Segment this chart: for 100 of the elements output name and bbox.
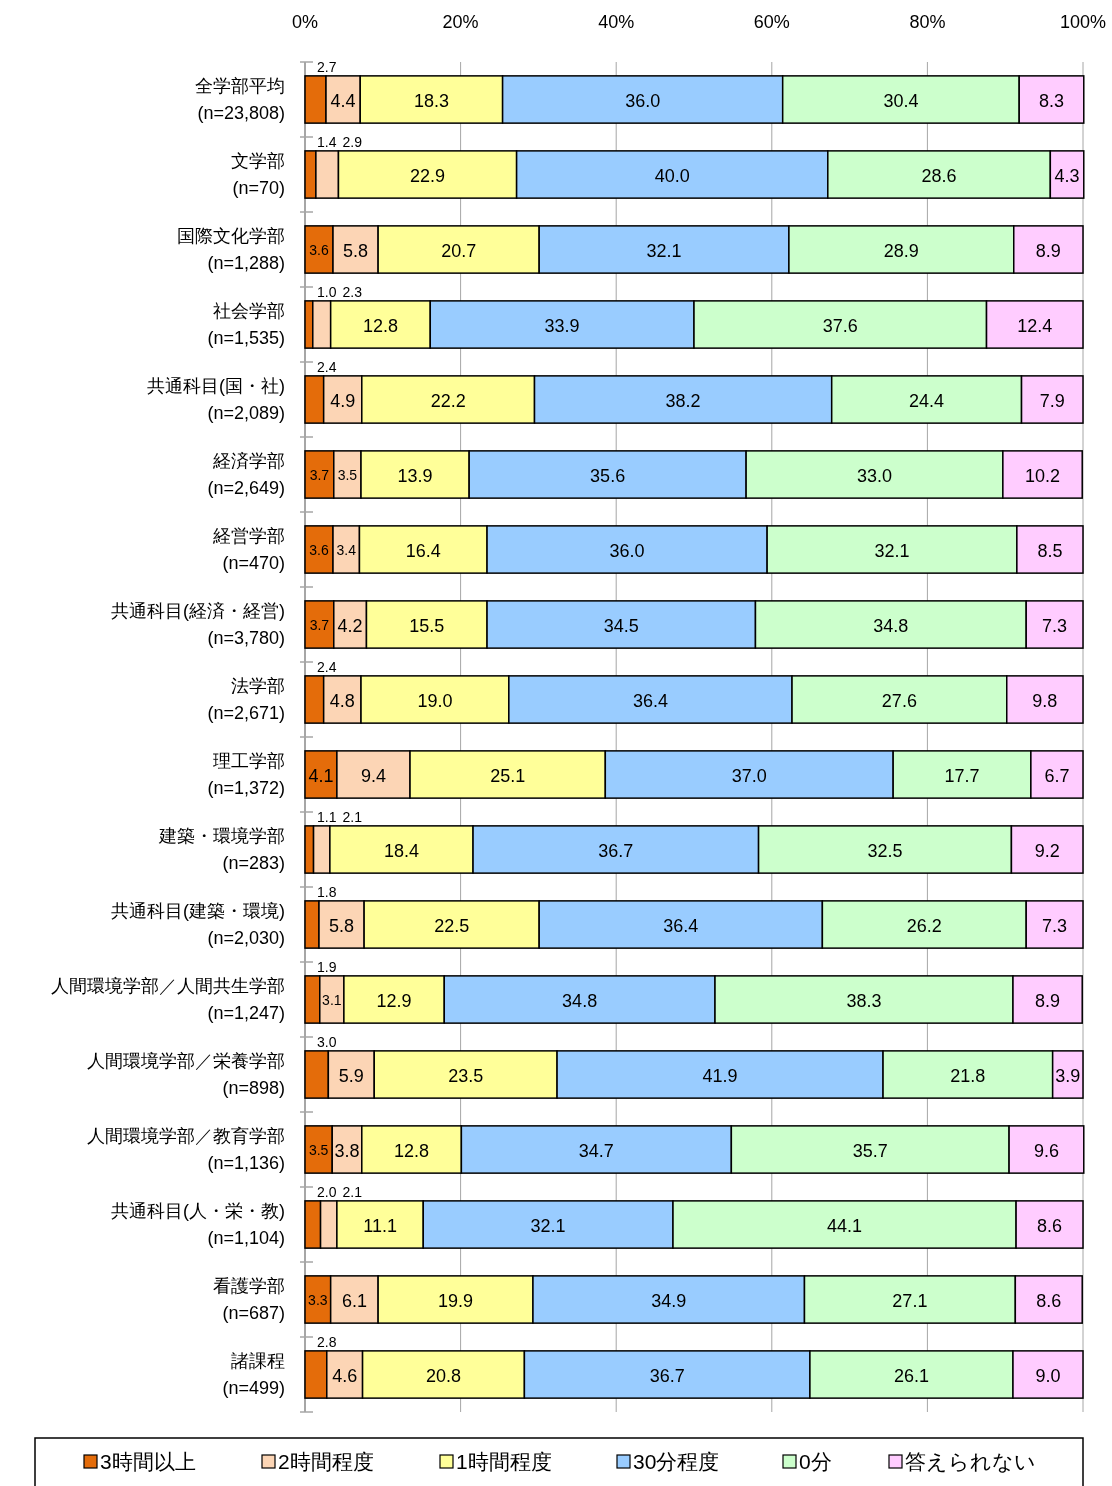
data-label: 7.3 <box>1042 915 1068 936</box>
data-label: 1.8 <box>317 883 337 900</box>
data-label: 34.8 <box>873 615 909 636</box>
legend-label: 0分 <box>799 1450 832 1473</box>
y-tick-label: 人間環境学部／教育学部 (n=1,136) <box>87 1126 285 1173</box>
data-label: 33.9 <box>544 315 580 336</box>
y-tick-label: 諸課程 (n=499) <box>222 1351 285 1398</box>
data-label: 9.8 <box>1032 690 1058 711</box>
data-label: 2.4 <box>317 658 337 675</box>
data-label: 2.7 <box>317 58 337 75</box>
data-label: 7.3 <box>1042 615 1068 636</box>
data-label: 8.6 <box>1037 1215 1063 1236</box>
data-label: 6.7 <box>1044 765 1070 786</box>
data-label: 5.8 <box>329 915 355 936</box>
x-tick-label: 40% <box>598 12 635 32</box>
data-label: 40.0 <box>654 165 690 186</box>
data-label: 9.4 <box>360 765 386 786</box>
data-label: 25.1 <box>490 765 526 786</box>
data-label: 38.3 <box>846 990 882 1011</box>
x-tick-label: 0% <box>291 12 319 32</box>
y-tick-label: 共通科目(経済・経営) (n=3,780) <box>111 601 285 648</box>
data-label: 26.1 <box>893 1365 929 1386</box>
data-label: 33.0 <box>856 465 893 486</box>
data-label: 3.9 <box>1055 1065 1081 1086</box>
data-label: 38.2 <box>665 390 701 411</box>
data-label: 12.4 <box>1017 315 1053 336</box>
data-label: 7.9 <box>1039 390 1065 411</box>
data-label: 27.1 <box>892 1290 928 1311</box>
data-label: 4.8 <box>329 690 355 711</box>
data-label: 9.6 <box>1033 1140 1059 1161</box>
data-label: 13.9 <box>397 465 433 486</box>
data-label: 2.8 <box>317 1333 337 1350</box>
data-label: 44.1 <box>827 1215 863 1236</box>
data-label: 3.4 <box>336 541 357 558</box>
data-label: 34.5 <box>603 615 639 636</box>
data-label: 21.8 <box>950 1065 986 1086</box>
data-label: 5.8 <box>343 240 369 261</box>
y-tick-label: 文学部 (n=70) <box>231 151 285 198</box>
data-label: 24.4 <box>909 390 945 411</box>
data-label: 1.1 <box>317 808 337 825</box>
data-label: 2.9 <box>342 133 363 150</box>
data-label: 20.8 <box>425 1365 462 1386</box>
data-label: 2.1 <box>342 1183 363 1200</box>
data-label: 36.4 <box>663 915 699 936</box>
data-label: 8.6 <box>1036 1290 1062 1311</box>
data-label: 22.9 <box>410 165 446 186</box>
data-label: 36.0 <box>625 90 661 111</box>
data-label: 3.6 <box>309 541 329 558</box>
legend-label: 3時間以上 <box>100 1450 196 1473</box>
data-label: 4.3 <box>1054 165 1080 186</box>
data-label: 1.0 <box>317 283 337 300</box>
data-label: 8.5 <box>1037 540 1063 561</box>
data-label: 18.4 <box>383 840 419 861</box>
data-label: 22.2 <box>430 390 466 411</box>
data-label: 4.1 <box>308 765 334 786</box>
x-tick-label: 60% <box>753 12 790 32</box>
data-label: 36.7 <box>598 840 634 861</box>
data-label: 30.4 <box>883 90 919 111</box>
data-label: 35.7 <box>852 1140 888 1161</box>
data-label: 18.3 <box>413 90 449 111</box>
data-label: 32.1 <box>646 240 682 261</box>
data-label: 3.3 <box>308 1291 328 1308</box>
data-label: 16.4 <box>405 540 441 561</box>
y-tick-label: 共通科目(建築・環境) (n=2,030) <box>111 901 285 948</box>
y-tick-label: 全学部平均 (n=23,808) <box>195 76 285 123</box>
data-label: 2.4 <box>317 358 337 375</box>
data-label: 12.8 <box>362 315 398 336</box>
data-label: 5.9 <box>338 1065 364 1086</box>
data-label: 28.9 <box>883 240 919 261</box>
data-label: 22.5 <box>434 915 470 936</box>
data-label: 32.1 <box>874 540 910 561</box>
data-label: 35.6 <box>590 465 626 486</box>
data-label: 32.1 <box>530 1215 566 1236</box>
legend-label: 1時間程度 <box>456 1450 552 1473</box>
legend-label: 2時間程度 <box>278 1450 374 1473</box>
y-tick-label: 建築・環境学部 (n=283) <box>158 826 285 873</box>
data-label: 3.5 <box>337 466 358 483</box>
data-label: 41.9 <box>702 1065 738 1086</box>
y-tick-label: 経済学部 (n=2,649) <box>207 451 285 498</box>
data-label: 26.2 <box>906 915 942 936</box>
x-tick-label: 20% <box>442 12 479 32</box>
y-tick-label: 国際文化学部 (n=1,288) <box>177 226 285 273</box>
data-label: 37.6 <box>822 315 858 336</box>
data-label: 32.5 <box>867 840 903 861</box>
data-label: 19.9 <box>438 1290 474 1311</box>
data-label: 3.5 <box>308 1141 329 1158</box>
data-label: 4.9 <box>330 390 356 411</box>
data-label: 2.0 <box>317 1183 337 1200</box>
data-label: 23.5 <box>448 1065 484 1086</box>
legend-label: 30分程度 <box>633 1450 720 1473</box>
data-label: 4.2 <box>337 615 363 636</box>
data-label: 12.9 <box>376 990 412 1011</box>
data-label: 36.0 <box>609 540 645 561</box>
y-tick-label: 理工学部 (n=1,372) <box>207 751 285 798</box>
data-label: 34.7 <box>578 1140 614 1161</box>
data-label: 11.1 <box>363 1215 397 1236</box>
data-label: 1.4 <box>317 133 337 150</box>
data-label: 12.8 <box>394 1140 430 1161</box>
data-label: 34.9 <box>651 1290 687 1311</box>
data-label: 36.4 <box>632 690 668 711</box>
